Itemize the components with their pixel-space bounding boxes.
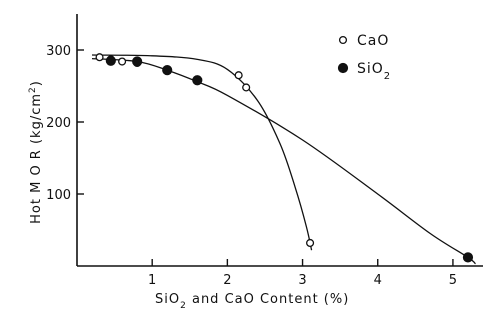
data-point-cao [242, 83, 251, 92]
fit-curve-cao [91, 54, 313, 251]
plot-area: 1 2 3 4 5 100 200 300 [46, 14, 483, 288]
y-tick-label: 300 [46, 44, 71, 59]
x-axis-label: SiO2 and CaO Content (%) [155, 292, 349, 311]
y-axis-label: Hot M O R (kg/cm2) [28, 80, 44, 224]
legend-label-cao: CaO [357, 33, 389, 49]
data-point-sio2 [192, 75, 203, 86]
data-point-sio2 [462, 252, 474, 263]
legend-label-sio2: SiO2 [357, 61, 391, 82]
legend: CaO SiO2 [337, 33, 391, 82]
data-point-cao [234, 71, 243, 80]
legend-marker-cao [338, 35, 348, 45]
data-point-sio2 [105, 55, 116, 66]
legend-marker-sio2 [337, 62, 349, 74]
fit-curve-sio2 [91, 57, 476, 265]
data-point-cao [306, 238, 315, 248]
y-tick-label: 200 [46, 116, 71, 131]
y-tick-label: 100 [46, 188, 71, 203]
x-tick-label: 1 [148, 273, 156, 288]
data-point-sio2 [162, 65, 173, 76]
data-point-cao [118, 57, 127, 66]
x-tick-label: 4 [374, 273, 382, 288]
x-tick-label: 5 [449, 273, 457, 288]
data-point-cao [95, 53, 104, 62]
data-point-sio2 [132, 56, 143, 67]
x-tick-label: 2 [223, 273, 231, 288]
x-tick-label: 3 [298, 273, 306, 288]
